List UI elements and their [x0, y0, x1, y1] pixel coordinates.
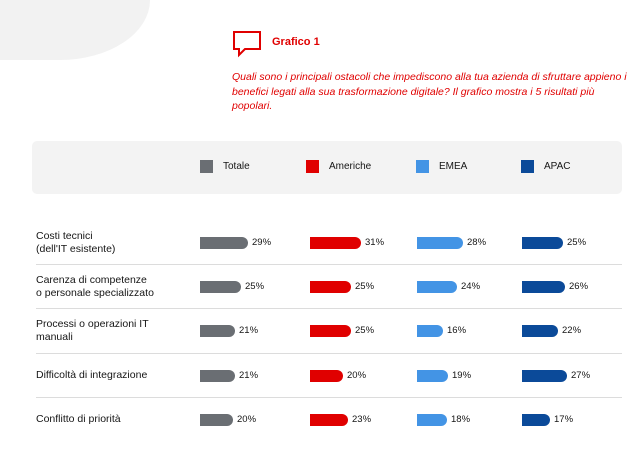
table-row: Processi o operazioni IT manuali 21% 25% 16…: [36, 308, 622, 354]
bar-totale: [200, 281, 241, 293]
data-label-apac: 27%: [571, 370, 591, 381]
chart-question: Quali sono i principali ostacoli che imp…: [232, 71, 627, 112]
category-label: Costi tecnici (dell'IT esistente): [36, 230, 116, 255]
data-label-apac: 22%: [562, 325, 582, 336]
data-label-americhe: 23%: [352, 414, 372, 425]
bar-totale: [200, 370, 235, 382]
legend-label-emea: EMEA: [439, 161, 468, 172]
legend-swatch-emea: [416, 160, 429, 173]
bar-americhe: [310, 370, 343, 382]
legend-swatch-totale: [200, 160, 213, 173]
bar-emea: [417, 237, 463, 249]
category-label: Difficoltà di integrazione: [36, 369, 148, 381]
legend-item-americhe: Americhe: [306, 160, 371, 173]
data-label-emea: 16%: [447, 325, 467, 336]
category-label: Carenza di competenze o personale specia…: [36, 274, 154, 299]
legend-swatch-americhe: [306, 160, 319, 173]
data-label-totale: 21%: [239, 325, 259, 336]
bar-americhe: [310, 237, 361, 249]
bar-americhe: [310, 414, 348, 426]
data-label-emea: 24%: [461, 281, 481, 292]
data-label-totale: 20%: [237, 414, 257, 425]
data-label-americhe: 20%: [347, 370, 367, 381]
legend-label-totale: Totale: [223, 161, 250, 172]
bar-apac: [522, 370, 567, 382]
bar-apac: [522, 325, 558, 337]
table-row: Difficoltà di integrazione 21% 20% 19% 27%: [36, 353, 622, 398]
chart-label: Grafico 1: [272, 36, 320, 48]
legend-label-apac: APAC: [544, 161, 571, 172]
bar-emea: [417, 370, 448, 382]
data-label-totale: 25%: [245, 281, 265, 292]
bar-emea: [417, 281, 457, 293]
legend-item-apac: APAC: [521, 160, 571, 173]
bar-totale: [200, 414, 233, 426]
bar-apac: [522, 281, 565, 293]
data-label-totale: 29%: [252, 237, 272, 248]
data-label-emea: 28%: [467, 237, 487, 248]
data-label-totale: 21%: [239, 370, 259, 381]
bar-apac: [522, 414, 550, 426]
legend-item-emea: EMEA: [416, 160, 467, 173]
bar-americhe: [310, 281, 351, 293]
data-label-emea: 18%: [451, 414, 471, 425]
bar-totale: [200, 325, 235, 337]
table-row: Conflitto di priorità 20% 23% 18% 17%: [36, 397, 622, 432]
chat-bubble-icon: [233, 31, 261, 58]
data-label-americhe: 25%: [355, 281, 375, 292]
data-label-emea: 19%: [452, 370, 472, 381]
table-row: Carenza di competenze o personale specia…: [36, 264, 622, 309]
legend-item-totale: Totale: [200, 160, 250, 173]
legend-label-americhe: Americhe: [329, 161, 372, 172]
bar-totale: [200, 237, 248, 249]
bar-emea: [417, 414, 447, 426]
bar-apac: [522, 237, 563, 249]
data-label-apac: 17%: [554, 414, 574, 425]
category-label: Processi o operazioni IT manuali: [36, 318, 149, 343]
data-label-americhe: 31%: [365, 237, 385, 248]
legend-swatch-apac: [521, 160, 534, 173]
bar-americhe: [310, 325, 351, 337]
legend: Totale Americhe EMEA APAC: [32, 141, 622, 194]
bar-emea: [417, 325, 443, 337]
data-label-apac: 26%: [569, 281, 589, 292]
decorative-corner-shape: [0, 0, 150, 60]
table-row: Costi tecnici (dell'IT esistente) 29% 31% 2…: [36, 220, 622, 265]
data-label-apac: 25%: [567, 237, 587, 248]
data-label-americhe: 25%: [355, 325, 375, 336]
category-label: Conflitto di priorità: [36, 413, 121, 425]
